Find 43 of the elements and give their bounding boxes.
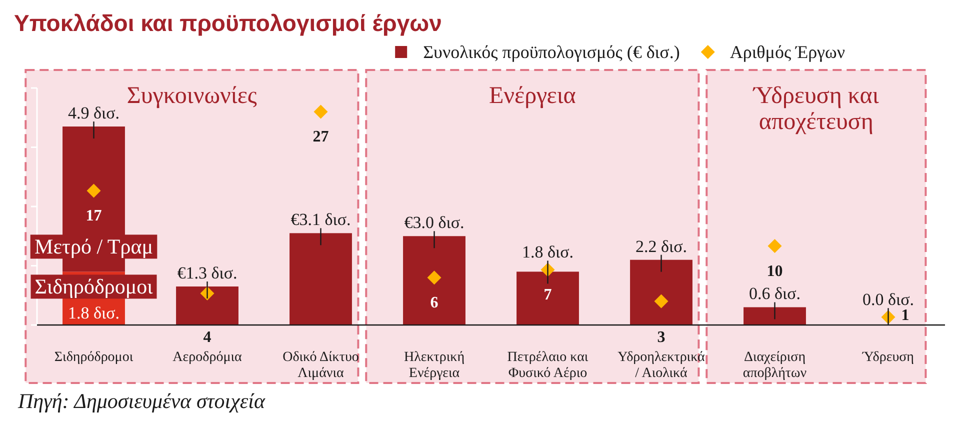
- data-label: 7: [544, 286, 552, 304]
- bar: [744, 307, 806, 325]
- data-label: 2.2 δισ.: [636, 236, 687, 256]
- data-label: €3.0 δισ.: [404, 213, 464, 232]
- data-label: 17: [86, 208, 102, 225]
- x-tick-label: Υδροηλεκτρικά / Αιολικά: [618, 350, 706, 381]
- x-tick-label: Πετρέλαιο και Φυσικό Αέριο: [507, 350, 588, 381]
- legend-label: Συνολικός προϋπολογισμός (€ δισ.): [423, 42, 680, 62]
- bar: [403, 236, 466, 325]
- point: [86, 184, 101, 198]
- x-tick-label: Διαχείριση αποβλήτων: [742, 350, 807, 381]
- chart-title: Υποκλάδοι και προϋπολογισμοί έργων: [14, 10, 442, 36]
- band-label: Συγκοινωνίες: [126, 83, 258, 109]
- data-label: 3: [657, 329, 666, 346]
- x-tick-label: Ύδρευση: [861, 350, 914, 365]
- data-label: 0.0 δισ.: [862, 290, 914, 310]
- point: [654, 294, 668, 308]
- data-label: 0.6 δισ.: [749, 284, 800, 304]
- data-label: 4.9 δισ.: [68, 104, 120, 123]
- point: [314, 104, 328, 119]
- bar: [290, 233, 352, 325]
- x-tick-label: Οδικό Δίκτυο Λιμάνια: [282, 350, 359, 381]
- band-label: Ύδρευση και αποχέτευση: [752, 83, 880, 135]
- x-tick-label: Σιδηρόδρομοι: [54, 350, 134, 365]
- bar: [630, 260, 692, 325]
- data-label: €1.3 δισ.: [177, 263, 238, 282]
- x-tick-label: Ηλεκτρική Ενέργεια: [404, 350, 465, 381]
- data-label: 1.8 δισ.: [68, 303, 120, 322]
- data-label: 1: [901, 307, 910, 324]
- bar: [176, 286, 238, 325]
- data-label: 10: [766, 263, 783, 280]
- data-label: €3.1 δισ.: [290, 210, 351, 230]
- text: Πηγή: Δημοσιευμένα στοιχεία: [17, 389, 266, 413]
- band-label: Ενέργεια: [488, 83, 576, 109]
- data-label: 1.8 δισ.: [522, 242, 574, 262]
- bar: [516, 272, 579, 325]
- data-label: 4: [203, 329, 212, 346]
- point: [427, 270, 442, 285]
- legend-label: Αριθμός Έργων: [730, 42, 846, 62]
- data-label: 6: [430, 294, 438, 312]
- x-tick-label: Αεροδρόμια: [172, 350, 242, 365]
- data-label: 27: [312, 128, 329, 146]
- point: [768, 239, 782, 253]
